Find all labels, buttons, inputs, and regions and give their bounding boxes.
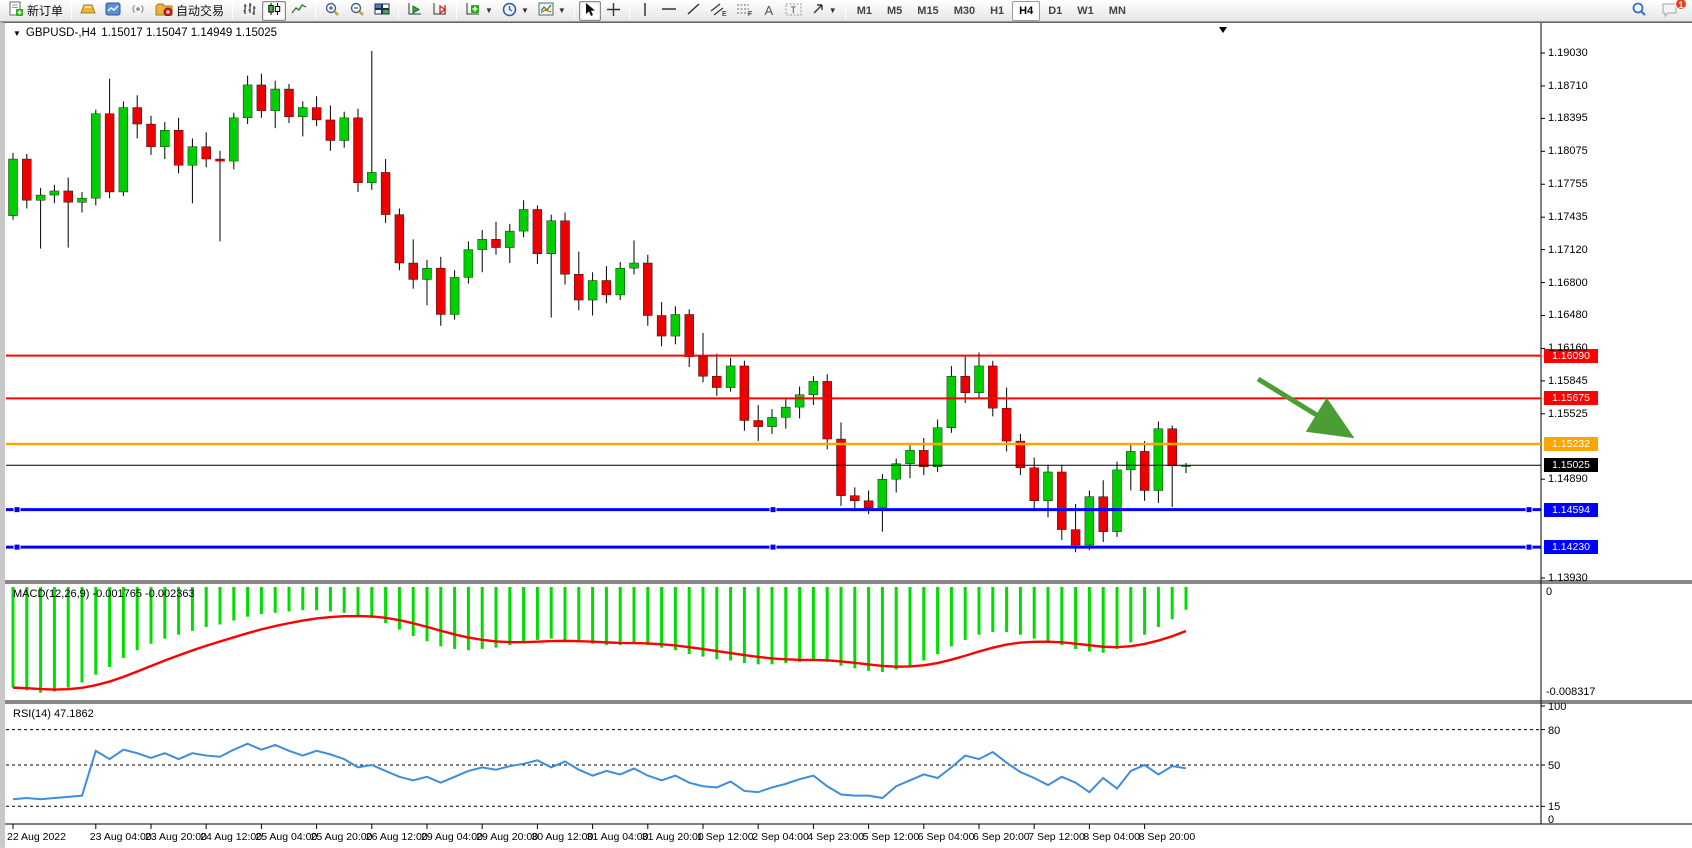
tile-windows-icon — [374, 2, 390, 19]
timeframe-h4-button[interactable]: H4 — [1012, 0, 1041, 21]
timeframe-w1-button[interactable]: W1 — [1077, 4, 1094, 17]
profile-button[interactable] — [101, 1, 125, 21]
autotrading-label: 自动交易 — [176, 4, 225, 18]
dropdown-caret-icon: ▼ — [557, 6, 566, 15]
svg-text:E: E — [722, 11, 727, 17]
timeframe-m1-button[interactable]: M1 — [856, 4, 872, 17]
toolbar-separator — [456, 2, 458, 19]
new-order-icon — [8, 1, 24, 20]
tile-windows-button[interactable] — [370, 1, 394, 21]
zoom-in-button[interactable] — [320, 1, 344, 21]
toolbar-separator — [573, 2, 575, 19]
templates-button[interactable]: ▼ — [534, 1, 570, 21]
fibonacci-icon: F — [736, 2, 753, 20]
vertical-line-icon — [639, 2, 651, 20]
chart-shift-icon — [432, 2, 448, 19]
indicators-icon — [465, 2, 481, 19]
text-tool-button[interactable]: A — [758, 1, 780, 21]
text-tool-icon: A — [764, 3, 774, 18]
macd-layer — [11, 587, 1188, 693]
chart-shift-button[interactable] — [428, 1, 452, 21]
candlestick-chart-icon — [266, 2, 282, 19]
timeframe-m15-button[interactable]: M15 — [917, 4, 939, 17]
zoom-out-icon — [349, 2, 365, 20]
market-button[interactable] — [76, 1, 100, 21]
gold-ingot-icon — [80, 2, 96, 19]
auto-scroll-icon — [407, 2, 423, 19]
search-icon — [1631, 1, 1647, 20]
clock-icon — [502, 2, 517, 20]
vertical-line-tool-button[interactable] — [634, 1, 656, 21]
horizontal-line-tool-button[interactable] — [657, 1, 681, 21]
hline-object-1.14594[interactable] — [6, 506, 1541, 514]
macd-signal-line — [12, 614, 1187, 691]
text-label-tool-button[interactable]: T — [781, 1, 806, 21]
dropdown-caret-icon: ▼ — [520, 6, 529, 15]
trendline-icon — [686, 2, 701, 19]
auto-scroll-button[interactable] — [403, 1, 427, 21]
toolbar-separator — [398, 2, 400, 19]
cursor-tool-button[interactable] — [578, 0, 601, 21]
crosshair-icon — [606, 2, 621, 20]
arrows-tool-button[interactable]: ▼ — [807, 1, 841, 21]
bar-chart-mode-button[interactable] — [237, 1, 261, 21]
chart-shift-marker — [1219, 27, 1227, 33]
svg-text:T: T — [790, 5, 796, 15]
text-label-icon: T — [785, 2, 802, 20]
zoom-out-button[interactable] — [345, 1, 369, 21]
dropdown-caret-icon: ▼ — [828, 6, 837, 15]
rsi-line — [12, 742, 1187, 801]
cursor-icon — [583, 2, 597, 20]
signal-icon — [130, 2, 146, 19]
notifications-button[interactable]: 1 — [1657, 0, 1687, 21]
signals-button[interactable] — [126, 1, 150, 21]
indicators-button[interactable]: ▼ — [461, 1, 497, 21]
equidistant-channel-tool-button[interactable]: E — [706, 1, 731, 21]
timeframe-h1-button[interactable]: H1 — [990, 4, 1005, 17]
toolbar-separator — [232, 2, 234, 19]
autotrading-button[interactable]: 自动交易 — [151, 1, 228, 21]
line-chart-mode-button[interactable] — [287, 1, 311, 21]
zoom-in-icon — [324, 2, 340, 20]
horizontal-line-icon — [661, 3, 677, 18]
arrows-tool-icon — [811, 2, 825, 19]
chart-canvas[interactable] — [5, 23, 1692, 848]
template-icon — [538, 2, 554, 19]
timeframe-d1-button[interactable]: D1 — [1048, 4, 1063, 17]
notification-badge: 1 — [1675, 0, 1687, 10]
toolbar-separator — [628, 2, 630, 19]
hline-object-1.14230[interactable] — [6, 543, 1541, 551]
candles-layer — [8, 50, 1191, 553]
timeframe-m5-button[interactable]: M5 — [887, 4, 903, 17]
trendline-tool-button[interactable] — [682, 1, 705, 21]
timeframe-mn-button[interactable]: MN — [1108, 4, 1126, 17]
toolbar: 新订单 自动交易 — [0, 0, 1692, 22]
autotrading-icon — [155, 2, 173, 19]
chart-window: ▼ GBPUSD-,H4 1.15017 1.15047 1.14949 1.1… — [0, 22, 1692, 848]
toolbar-separator — [844, 2, 846, 19]
periods-button[interactable]: ▼ — [498, 1, 533, 21]
crosshair-tool-button[interactable] — [602, 1, 625, 21]
search-button[interactable] — [1627, 1, 1651, 21]
candlestick-mode-button[interactable] — [262, 0, 287, 21]
line-chart-icon — [291, 2, 307, 19]
fibonacci-tool-button[interactable]: F — [732, 1, 757, 21]
trend-arrow[interactable] — [1256, 376, 1355, 439]
bar-chart-icon — [241, 2, 257, 19]
svg-text:F: F — [748, 11, 752, 17]
timeframe-m30-button[interactable]: M30 — [953, 4, 976, 17]
toolbar-separator — [315, 2, 317, 19]
channel-icon: E — [710, 2, 727, 20]
new-order-button[interactable]: 新订单 — [4, 1, 67, 21]
dropdown-caret-icon: ▼ — [485, 6, 493, 15]
new-order-label: 新订单 — [27, 4, 64, 18]
toolbar-separator — [71, 2, 73, 19]
profile-chart-icon — [105, 2, 121, 19]
